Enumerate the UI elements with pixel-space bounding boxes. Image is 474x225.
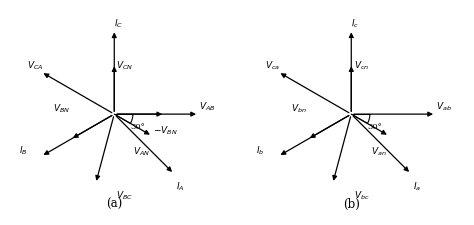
Text: $V_{cn}$: $V_{cn}$ [354,59,369,72]
Text: $V_{ab}$: $V_{ab}$ [437,100,452,112]
Text: $V_{bc}$: $V_{bc}$ [354,189,369,201]
Text: $I_b$: $I_b$ [255,144,264,156]
Text: $I_C$: $I_C$ [114,17,123,30]
Text: $V_{BC}$: $V_{BC}$ [116,189,133,201]
Text: $V_{bn}$: $V_{bn}$ [291,102,307,114]
Text: $I_B$: $I_B$ [18,144,27,156]
Text: $V_{CA}$: $V_{CA}$ [27,59,44,72]
Text: $-V_{BN}$: $-V_{BN}$ [153,124,177,136]
Text: $I_c$: $I_c$ [351,17,360,30]
Text: 30°: 30° [131,122,146,130]
Text: $V_{ca}$: $V_{ca}$ [265,59,280,72]
Text: $I_A$: $I_A$ [176,180,184,192]
Text: $V_{an}$: $V_{an}$ [371,145,386,157]
Text: (b): (b) [343,197,360,209]
Text: $V_{CN}$: $V_{CN}$ [116,59,133,72]
Text: (a): (a) [106,197,122,209]
Text: $V_{AB}$: $V_{AB}$ [199,100,216,112]
Text: $V_{AN}$: $V_{AN}$ [133,145,150,157]
Text: $I_a$: $I_a$ [413,180,421,192]
Text: 30°: 30° [368,122,383,130]
Text: $V_{BN}$: $V_{BN}$ [53,102,70,114]
